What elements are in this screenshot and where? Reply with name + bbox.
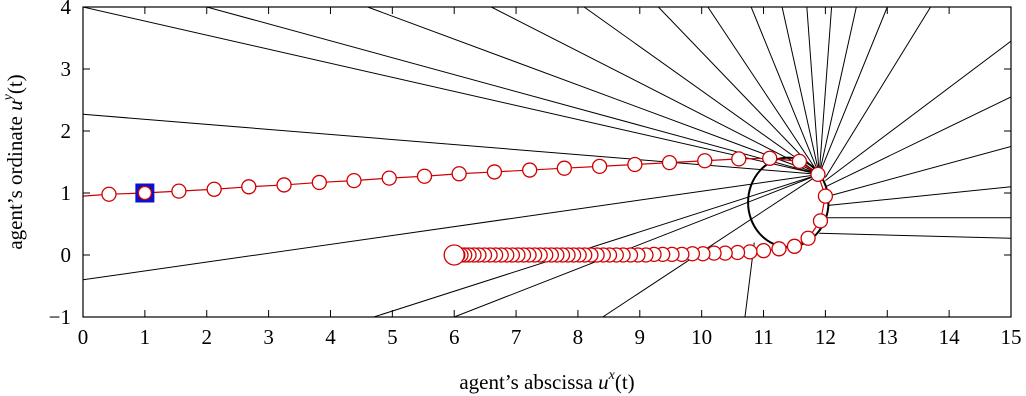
y-axis-ticks: −1 0 1 2 3 4: [49, 0, 1011, 329]
trajectory-point: [812, 213, 829, 229]
trajectory-point: [276, 177, 292, 193]
x-tick-label: 5: [387, 325, 398, 349]
x-tick-label: 2: [201, 325, 212, 349]
x-axis-title-prefix: agent’s abscissa: [459, 370, 598, 394]
x-tick-label: 6: [449, 325, 460, 349]
ray-line: [83, 113, 820, 175]
ray-line: [824, 7, 931, 178]
y-axis-title-prefix: agent’s ordinate: [3, 111, 27, 250]
trajectory-point: [762, 150, 778, 166]
ray-line: [828, 186, 1011, 206]
x-tick-label: 10: [691, 325, 712, 349]
ray-line: [781, 7, 820, 175]
trajectory-point: [697, 153, 713, 169]
ray-line: [206, 7, 820, 175]
trajectory-point: [800, 230, 816, 246]
trajectory-point: [101, 186, 117, 202]
y-tick-label: 0: [61, 243, 72, 267]
trajectory-point: [556, 160, 572, 176]
trajectory-point: [661, 154, 678, 171]
ray-line: [818, 7, 857, 175]
trajectory-point: [755, 243, 772, 259]
ray-line: [707, 7, 820, 175]
ray-line: [583, 7, 820, 175]
ray-line: [657, 7, 820, 175]
x-tick-label: 9: [635, 325, 646, 349]
y-axis-title-suffix: (t): [3, 74, 27, 94]
y-tick-label: −1: [49, 305, 71, 329]
plot-frame: [82, 6, 1012, 318]
ray-line: [454, 173, 820, 317]
x-tick-label: 3: [263, 325, 274, 349]
trajectory-point: [171, 183, 187, 199]
trajectory-point: [311, 174, 327, 191]
trajectory-point: [416, 168, 433, 184]
y-tick-label: 3: [61, 57, 72, 81]
y-tick-label: 4: [61, 0, 72, 19]
x-tick-label: 11: [753, 325, 773, 349]
trajectory-point: [381, 170, 397, 186]
trajectory-point: [522, 162, 538, 178]
y-axis-title-var: u: [3, 100, 27, 111]
y-axis-title-sup: y: [1, 93, 16, 102]
trajectory-point: [817, 188, 834, 204]
trajectory-point: [627, 156, 643, 173]
trajectory-point: [591, 158, 608, 174]
ray-line: [750, 7, 820, 175]
ray-line: [806, 7, 820, 175]
trajectory-point: [791, 153, 808, 170]
x-axis-title: agent’s abscissa ux(t): [459, 368, 634, 394]
x-tick-label: 7: [511, 325, 522, 349]
x-axis-title-suffix: (t): [615, 370, 635, 394]
x-axis-title-var: u: [598, 370, 609, 394]
ray-line: [367, 7, 820, 175]
start-point-circle: [137, 185, 153, 201]
trajectory-series: [83, 150, 834, 266]
ray-line: [83, 7, 820, 175]
ray-line: [818, 7, 833, 175]
x-axis-title-sup: x: [608, 368, 616, 383]
x-tick-label: 14: [939, 325, 961, 349]
trajectory-point: [731, 151, 747, 167]
end-point-marker: [443, 244, 465, 266]
trajectory-point: [346, 172, 362, 189]
x-tick-label: 15: [1001, 325, 1022, 349]
x-tick-label: 1: [140, 325, 151, 349]
trajectory-point: [206, 181, 222, 197]
trajectory-point: [241, 179, 257, 195]
trajectory-point: [786, 238, 803, 254]
trajectory-point: [451, 166, 467, 182]
y-tick-label: 1: [61, 181, 72, 205]
ray-line: [373, 173, 820, 317]
ray-line: [825, 40, 1011, 181]
y-tick-label: 2: [61, 119, 72, 143]
ray-line: [825, 96, 1011, 188]
trajectory-point: [486, 164, 503, 180]
x-tick-label: 13: [877, 325, 898, 349]
x-tick-label: 4: [325, 325, 336, 349]
ray-line: [819, 232, 1011, 239]
ray-line: [818, 7, 888, 175]
x-tick-label: 8: [573, 325, 584, 349]
trajectory-point: [810, 166, 826, 183]
x-tick-label: 0: [78, 325, 89, 349]
ray-line: [602, 173, 820, 317]
trajectory-point: [771, 241, 787, 257]
ray-line: [828, 146, 1011, 197]
ray-line: [491, 7, 820, 175]
ray-lines: [83, 7, 1011, 317]
x-tick-label: 12: [815, 325, 836, 349]
y-axis-title: agent’s ordinate uy(t): [1, 74, 27, 249]
x-axis-ticks: 0 1 2 3 4 5 6 7 8 9 10 11 12 13 14 15: [78, 7, 1022, 349]
ray-line: [83, 173, 820, 281]
